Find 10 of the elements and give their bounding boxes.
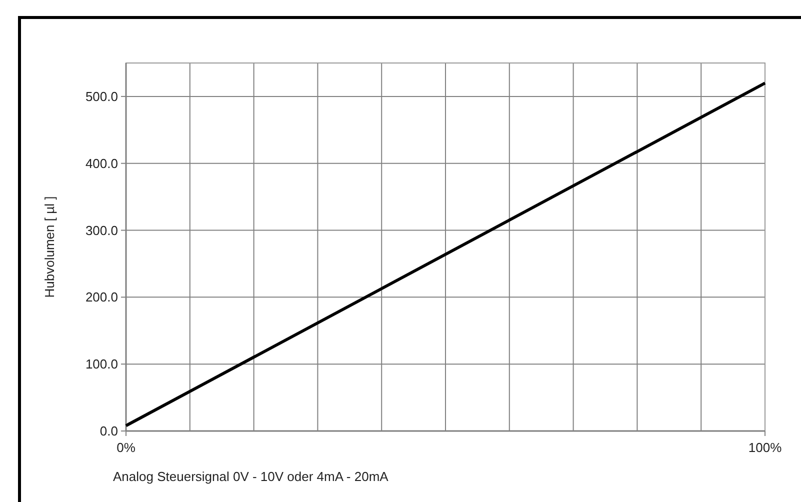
y-axis-title: Hubvolumen [ µl ] [42, 196, 57, 298]
y-tick-label: 300.0 [85, 222, 118, 238]
x-tick-label: 100% [748, 440, 782, 455]
x-axis-title: Analog Steuersignal 0V - 10V oder 4mA - 20mA [113, 469, 389, 484]
y-tick-label: 400.0 [85, 156, 118, 171]
y-tick-label: 200.0 [85, 290, 118, 305]
y-tick-label: 500.0 [85, 89, 118, 104]
x-tick-label: 0% [116, 440, 136, 455]
y-tick-label: 0.0 [100, 424, 118, 439]
y-tick-label: 100.0 [85, 356, 118, 372]
